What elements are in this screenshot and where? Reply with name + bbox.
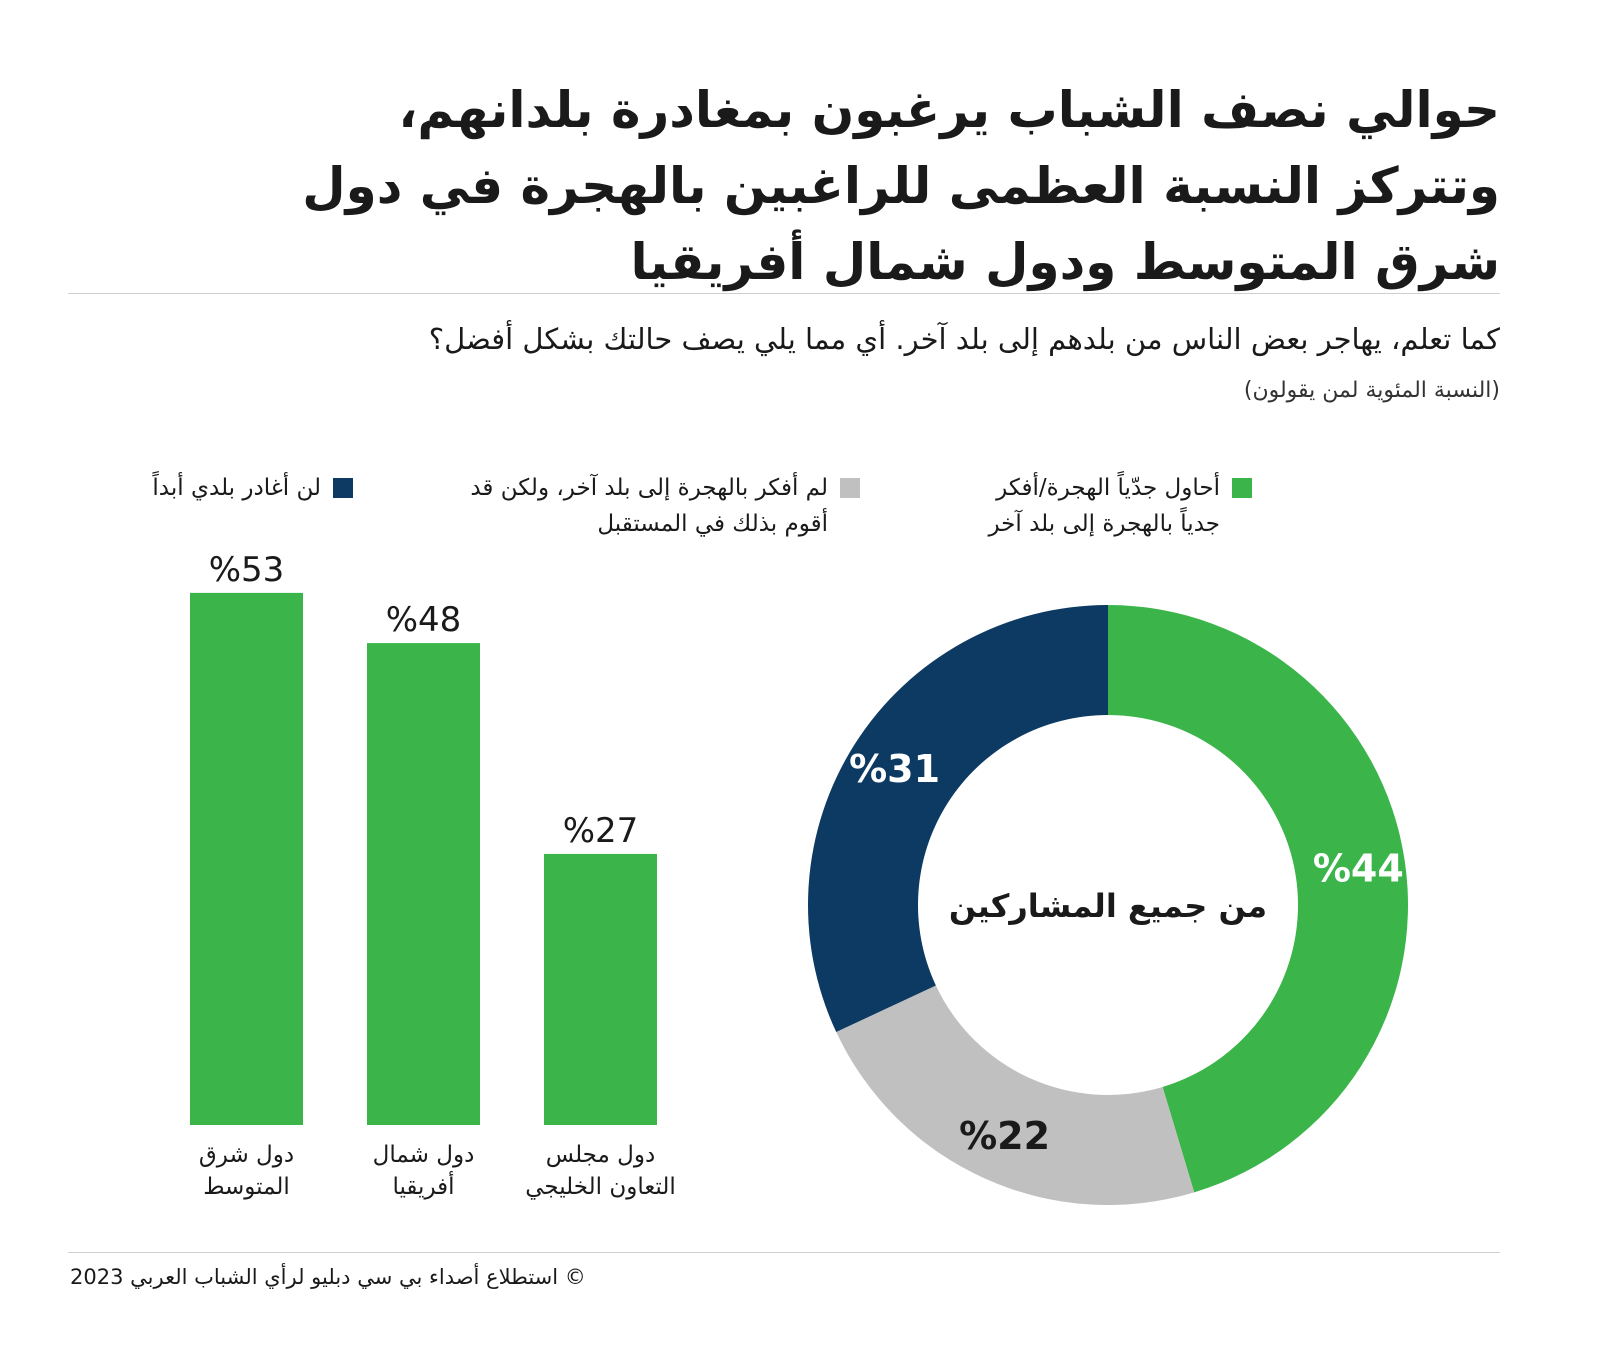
category-label: المتوسط [203,1174,290,1200]
bar-value-label: %53 [209,550,285,590]
category-label: دول شرق [199,1142,294,1168]
category-label: دول شمال [373,1142,475,1168]
legend-label: لم أفكر بالهجرة إلى بلد آخر، ولكن قد أقو… [470,475,828,537]
category-label: دول مجلس [546,1142,655,1168]
legend-swatch [333,478,353,498]
category-label: أفريقيا [392,1171,454,1200]
legend-label: لن أغادر بلدي أبداً [152,475,321,501]
legend-item-maybe-future: لم أفكر بالهجرة إلى بلد آخر، ولكن قد أقو… [430,470,860,542]
bar [367,643,480,1125]
bar-value-label: %27 [563,811,639,851]
bar-value-label: %48 [386,600,462,640]
footer-copyright: © استطلاع أصداء بي سي دبليو لرأي الشباب … [70,1265,586,1289]
donut-slice [1108,605,1409,1193]
legend-item-never-leave: لن أغادر بلدي أبداً [113,470,353,506]
donut-slice [807,605,1108,1033]
legend-swatch [840,478,860,498]
legend-swatch [1232,478,1252,498]
legend-item-seriously-emigrating: أحاول جدّياً الهجرة/أفكر جدياً بالهجرة إ… [952,470,1252,542]
page-title: حوالي نصف الشباب يرغبون بمغادرة بلدانهم،… [302,81,1500,291]
note: (النسبة المئوية لمن يقولون) [1243,378,1500,403]
bar [544,853,657,1125]
survey-question: كما تعلم، يهاجر بعض الناس من بلدهم إلى ب… [428,322,1500,356]
divider [68,1252,1500,1253]
donut-slice-label: %22 [959,1114,1050,1158]
donut-slice [836,985,1195,1205]
bar [190,592,303,1125]
donut-slice-label: %44 [1313,846,1404,890]
category-label: التعاون الخليجي [525,1174,676,1200]
legend-label: أحاول جدّياً الهجرة/أفكر جدياً بالهجرة إ… [988,475,1220,537]
donut-center-label: من جميع المشاركين [949,887,1267,925]
donut-slice-label: %31 [849,747,940,791]
divider [68,293,1500,294]
